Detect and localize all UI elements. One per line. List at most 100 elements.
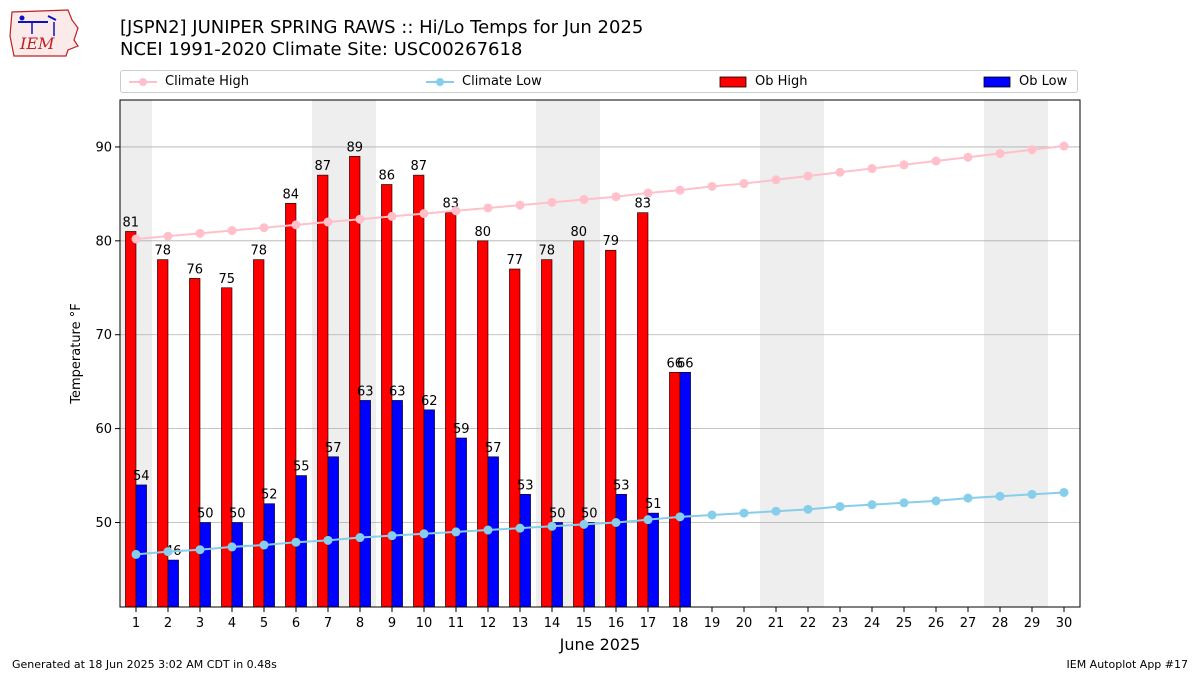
climate-high-point <box>387 211 397 221</box>
climate-low-point <box>451 527 461 537</box>
legend-label: Ob High <box>755 74 808 89</box>
climate-high-point <box>867 164 877 174</box>
x-tick-label: 25 <box>896 616 913 631</box>
climate-high-point <box>771 175 781 185</box>
y-tick-label: 80 <box>95 234 112 249</box>
x-tick-label: 23 <box>832 616 849 631</box>
climate-high-point <box>803 171 813 181</box>
climate-high-point <box>515 200 525 210</box>
ob-low-bar <box>647 512 659 608</box>
ob-high-label: 87 <box>410 159 427 174</box>
ob-low-bar <box>359 400 371 608</box>
legend-label: Climate Low <box>462 74 542 89</box>
ob-low-bar <box>615 494 627 608</box>
climate-high-point <box>579 195 589 205</box>
climate-low-point <box>835 502 845 512</box>
x-tick-label: 20 <box>736 616 753 631</box>
climate-high-point <box>611 192 621 202</box>
ob-low-bar <box>583 522 595 608</box>
x-tick-label: 11 <box>448 616 465 631</box>
ob-high-bar <box>253 259 265 608</box>
ob-high-bar <box>445 212 457 608</box>
ob-low-label: 52 <box>261 488 278 503</box>
ob-low-label: 66 <box>677 356 694 371</box>
ob-high-bar <box>669 371 681 608</box>
climate-high-point <box>259 223 269 233</box>
ob-low-label: 51 <box>645 497 662 512</box>
climate-low-point <box>579 519 589 529</box>
y-tick-label: 50 <box>95 516 112 531</box>
ob-high-label: 76 <box>186 262 203 277</box>
ob-low-label: 50 <box>549 507 566 522</box>
climate-low-point <box>867 500 877 510</box>
x-tick-label: 4 <box>228 616 236 631</box>
ob-low-label: 54 <box>133 469 150 484</box>
ob-low-label: 53 <box>613 478 630 493</box>
x-tick-label: 13 <box>512 616 529 631</box>
ob-high-label: 81 <box>122 215 139 230</box>
ob-low-bar <box>135 484 147 608</box>
y-tick-label: 90 <box>95 140 112 155</box>
ob-low-bar <box>391 400 403 608</box>
x-tick-label: 26 <box>928 616 945 631</box>
ob-high-label: 80 <box>570 225 587 240</box>
climate-high-point <box>323 217 333 227</box>
x-tick-label: 9 <box>388 616 396 631</box>
ob-low-label: 57 <box>485 441 502 456</box>
climate-high-point <box>1059 141 1069 151</box>
climate-high-point <box>675 185 685 195</box>
climate-low-point <box>1027 489 1037 499</box>
climate-low-point <box>803 504 813 514</box>
x-tick-label: 12 <box>480 616 497 631</box>
climate-high-line <box>135 145 1065 240</box>
iem-logo: IEM <box>8 6 82 60</box>
x-tick-label: 8 <box>356 616 364 631</box>
legend-item-climate-low: Climate Low <box>426 71 542 92</box>
legend-label: Ob Low <box>1019 74 1068 89</box>
climate-high-point <box>995 149 1005 159</box>
ob-low-label: 62 <box>421 394 438 409</box>
logo-text: IEM <box>19 34 55 53</box>
legend-item-climate-high: Climate High <box>129 71 249 92</box>
climate-low-point <box>995 491 1005 501</box>
ob-high-label: 83 <box>634 197 651 212</box>
climate-low-point <box>1059 487 1069 497</box>
climate-low-point <box>675 512 685 522</box>
climate-high-point <box>707 181 717 191</box>
x-tick-label: 7 <box>324 616 332 631</box>
climate-low-point <box>291 537 301 547</box>
ob-high-label: 78 <box>250 244 267 259</box>
climate-high-point <box>163 231 173 241</box>
climate-low-point <box>547 521 557 531</box>
ob-low-label: 50 <box>197 507 214 522</box>
climate-high-point <box>931 156 941 166</box>
climate-low-point <box>771 506 781 516</box>
x-tick-label: 21 <box>768 616 785 631</box>
plot-frame <box>119 99 1081 608</box>
ob-high-label: 89 <box>346 140 363 155</box>
weekend-shade <box>984 100 1016 607</box>
ob-low-bar <box>231 522 243 608</box>
climate-low-point <box>387 531 397 541</box>
ob-high-bar <box>509 268 521 608</box>
ob-low-bar <box>327 456 339 608</box>
climate-high-point <box>899 160 909 170</box>
ob-high-bar <box>637 212 649 608</box>
x-tick-label: 22 <box>800 616 817 631</box>
climate-high-point <box>483 203 493 213</box>
ob-high-bar <box>413 174 425 608</box>
ob-low-bar <box>167 559 179 608</box>
ob-high-bar <box>605 249 617 608</box>
climate-high-point <box>291 220 301 230</box>
climate-low-point <box>739 508 749 518</box>
x-tick-label: 29 <box>1024 616 1041 631</box>
ob-low-label: 59 <box>453 422 470 437</box>
x-tick-label: 2 <box>164 616 172 631</box>
y-tick-label: 70 <box>95 328 112 343</box>
climate-low-point <box>259 540 269 550</box>
weekend-shade <box>1016 100 1048 607</box>
climate-low-point <box>643 515 653 525</box>
chart-subtitle: NCEI 1991-2020 Climate Site: USC00267618 <box>120 39 523 60</box>
ob-low-bar <box>551 522 563 608</box>
